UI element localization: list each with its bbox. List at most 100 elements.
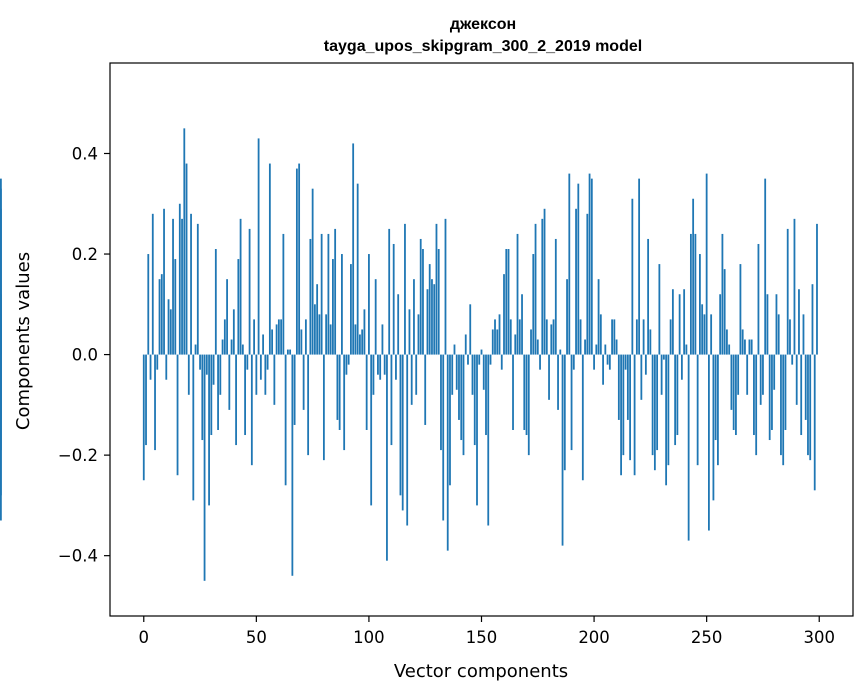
- bar: [347, 354, 350, 365]
- bar: [489, 354, 492, 365]
- bar: [219, 354, 222, 395]
- bar: [714, 354, 717, 441]
- bar: [327, 233, 330, 355]
- bar: [768, 354, 771, 441]
- bar: [397, 294, 400, 355]
- bar: [480, 349, 483, 355]
- bar: [631, 198, 634, 355]
- bar: [266, 354, 269, 370]
- bar: [458, 354, 460, 420]
- bar: [593, 354, 595, 370]
- bar: [586, 213, 589, 355]
- bar: [516, 233, 519, 355]
- bar: [392, 243, 395, 355]
- bar: [703, 314, 706, 355]
- bar: [379, 354, 382, 380]
- bar: [658, 264, 661, 355]
- bar: [151, 213, 154, 355]
- bar: [527, 354, 530, 456]
- bar: [406, 354, 409, 526]
- bar: [467, 354, 469, 365]
- bar: [386, 354, 388, 561]
- bar: [160, 274, 163, 355]
- bar: [514, 334, 517, 355]
- bar: [766, 294, 769, 355]
- bar: [807, 354, 809, 456]
- bar: [307, 354, 310, 456]
- bar: [165, 354, 168, 380]
- bar: [671, 289, 674, 355]
- bar: [487, 354, 490, 526]
- bar: [277, 319, 280, 355]
- bar: [572, 354, 575, 370]
- bar: [268, 163, 271, 355]
- bar: [816, 223, 818, 355]
- x-tick-label: 0: [139, 628, 150, 647]
- bar: [203, 354, 206, 581]
- bar: [730, 354, 733, 410]
- bar: [334, 228, 337, 355]
- bar: [638, 178, 641, 355]
- bar: [590, 178, 593, 355]
- bar: [437, 249, 440, 355]
- bar: [669, 319, 672, 355]
- bar: [275, 324, 278, 355]
- bar: [460, 354, 463, 441]
- bar: [363, 309, 366, 355]
- bar: [784, 354, 787, 430]
- bar: [539, 354, 541, 370]
- bar: [687, 354, 690, 541]
- bar: [588, 173, 591, 355]
- bar: [615, 339, 618, 355]
- bar: [640, 354, 643, 400]
- y-tick-label: −0.4: [58, 547, 98, 566]
- bar: [433, 284, 436, 355]
- bar: [620, 354, 622, 476]
- bar: [536, 339, 539, 355]
- bar: [680, 354, 683, 380]
- bar: [401, 354, 404, 511]
- bar: [764, 178, 767, 355]
- bar: [264, 354, 267, 395]
- bar: [388, 228, 391, 355]
- bar: [368, 254, 370, 355]
- bar: [678, 294, 681, 355]
- bar: [762, 354, 764, 395]
- bar: [557, 354, 559, 410]
- bar: [471, 354, 474, 395]
- bar: [329, 324, 332, 355]
- bar: [399, 354, 402, 496]
- bar: [154, 354, 156, 451]
- bar: [142, 354, 145, 481]
- bar: [599, 314, 602, 355]
- bar: [802, 314, 805, 355]
- bar: [626, 354, 629, 420]
- bar: [559, 349, 562, 355]
- bar: [595, 344, 598, 355]
- bar: [372, 354, 375, 395]
- bar: [390, 354, 393, 446]
- bar: [338, 354, 341, 430]
- bar: [737, 354, 740, 395]
- bar: [696, 354, 699, 466]
- bar: [244, 354, 246, 436]
- x-tick-label: 50: [246, 628, 267, 647]
- bar: [550, 324, 553, 355]
- bar: [302, 354, 305, 410]
- bar: [248, 228, 251, 355]
- bar: [212, 354, 215, 385]
- bar: [701, 304, 704, 355]
- bar: [800, 354, 803, 436]
- bar: [723, 269, 726, 355]
- bar: [642, 319, 645, 355]
- bar: [309, 238, 312, 355]
- bar: [210, 354, 213, 436]
- bar: [174, 259, 177, 355]
- bar: [570, 354, 573, 451]
- bar: [280, 319, 283, 355]
- bar-series: [0, 128, 818, 581]
- bar: [237, 259, 240, 355]
- bar: [755, 354, 758, 456]
- bar: [651, 354, 654, 456]
- bar: [665, 354, 668, 486]
